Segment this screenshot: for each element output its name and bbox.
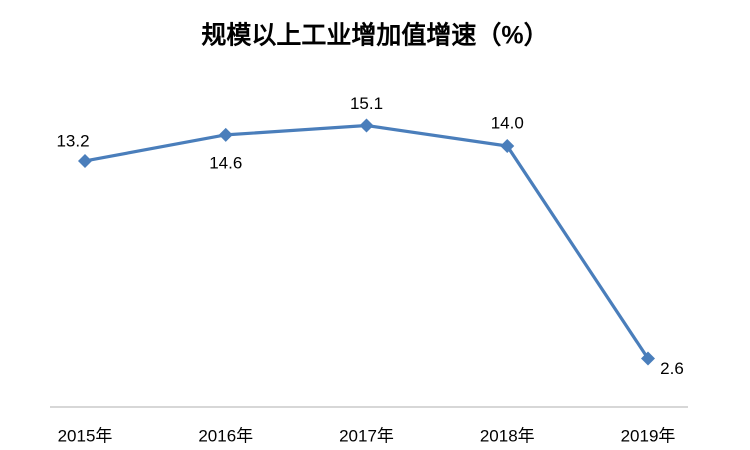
data-label: 13.2 <box>56 131 89 150</box>
data-label: 14.6 <box>209 153 242 172</box>
x-tick-label: 2017年 <box>339 426 394 445</box>
marker <box>500 139 515 154</box>
x-tick-label: 2016年 <box>198 426 253 445</box>
chart-title: 规模以上工业增加值增速（%） <box>201 21 548 50</box>
marker <box>218 127 233 142</box>
marker <box>78 153 92 168</box>
series-line <box>84 123 650 360</box>
x-tick-label: 2018年 <box>480 426 535 445</box>
data-label: 15.1 <box>350 94 383 113</box>
data-label: 14.0 <box>491 114 524 133</box>
data-label: 2.6 <box>660 359 684 378</box>
marker <box>641 351 655 366</box>
x-tick-label: 2015年 <box>58 426 113 445</box>
marker <box>359 118 374 133</box>
x-tick-label: 2019年 <box>621 426 676 445</box>
